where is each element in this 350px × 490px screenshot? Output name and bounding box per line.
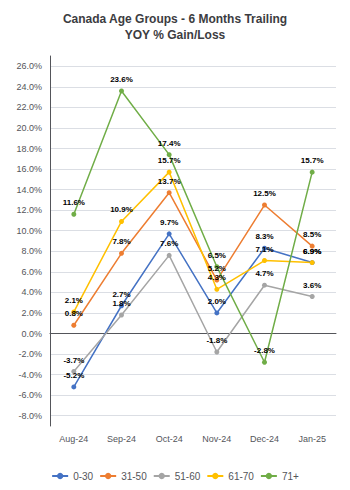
svg-text:26.0%: 26.0% — [16, 61, 42, 71]
svg-text:24.0%: 24.0% — [16, 82, 42, 92]
svg-text:Aug-24: Aug-24 — [59, 434, 88, 444]
svg-text:8.0%: 8.0% — [21, 246, 42, 256]
svg-text:Jan-25: Jan-25 — [298, 434, 326, 444]
svg-text:20.0%: 20.0% — [16, 123, 42, 133]
svg-text:-1.8%: -1.8% — [206, 336, 227, 345]
svg-text:2.0%: 2.0% — [21, 308, 42, 318]
svg-text:5.2%: 5.2% — [208, 264, 226, 273]
svg-text:11.6%: 11.6% — [63, 198, 85, 207]
svg-text:0-30: 0-30 — [73, 471, 93, 482]
svg-text:Canada Age Groups - 6 Months T: Canada Age Groups - 6 Months Trailing — [63, 12, 287, 26]
svg-text:8.3%: 8.3% — [255, 232, 273, 241]
svg-text:22.0%: 22.0% — [16, 102, 42, 112]
svg-text:6.0%: 6.0% — [21, 267, 42, 277]
svg-text:-5.2%: -5.2% — [63, 371, 84, 380]
svg-text:13.7%: 13.7% — [158, 177, 181, 186]
svg-text:4.0%: 4.0% — [21, 287, 42, 297]
svg-text:-2.0%: -2.0% — [18, 349, 42, 359]
svg-text:1.8%: 1.8% — [112, 299, 130, 308]
svg-text:17.4%: 17.4% — [158, 139, 181, 148]
svg-text:-8.0%: -8.0% — [18, 411, 42, 421]
svg-text:12.0%: 12.0% — [16, 205, 42, 215]
svg-text:Sep-24: Sep-24 — [107, 434, 136, 444]
svg-text:0.8%: 0.8% — [65, 309, 83, 318]
svg-text:9.7%: 9.7% — [160, 218, 178, 227]
svg-text:-2.8%: -2.8% — [254, 346, 275, 355]
svg-text:Oct-24: Oct-24 — [156, 434, 183, 444]
svg-text:-6.0%: -6.0% — [18, 390, 42, 400]
svg-text:0.0%: 0.0% — [21, 329, 42, 339]
svg-text:7.8%: 7.8% — [112, 237, 130, 246]
svg-text:6.5%: 6.5% — [208, 251, 226, 260]
svg-text:18.0%: 18.0% — [16, 144, 42, 154]
svg-text:4.3%: 4.3% — [208, 273, 226, 282]
svg-text:2.7%: 2.7% — [112, 290, 130, 299]
svg-text:51-60: 51-60 — [175, 471, 201, 482]
svg-text:-3.7%: -3.7% — [63, 356, 84, 365]
svg-text:2.1%: 2.1% — [65, 296, 83, 305]
svg-text:Dec-24: Dec-24 — [250, 434, 279, 444]
svg-text:7.6%: 7.6% — [160, 239, 178, 248]
svg-text:23.6%: 23.6% — [110, 75, 133, 84]
svg-text:2.0%: 2.0% — [208, 297, 226, 306]
svg-text:8.5%: 8.5% — [303, 230, 321, 239]
svg-text:31-50: 31-50 — [121, 471, 147, 482]
svg-text:12.5%: 12.5% — [253, 189, 276, 198]
svg-text:6.9%: 6.9% — [303, 247, 321, 256]
svg-text:7.1%: 7.1% — [255, 245, 273, 254]
svg-text:15.7%: 15.7% — [158, 156, 181, 165]
svg-text:10.9%: 10.9% — [110, 205, 133, 214]
svg-text:4.7%: 4.7% — [255, 269, 273, 278]
svg-text:YOY % Gain/Loss: YOY % Gain/Loss — [125, 28, 226, 42]
svg-text:61-70: 61-70 — [228, 471, 254, 482]
svg-text:14.0%: 14.0% — [16, 185, 42, 195]
svg-text:3.6%: 3.6% — [303, 281, 321, 290]
svg-text:Nov-24: Nov-24 — [202, 434, 231, 444]
svg-text:-4.0%: -4.0% — [18, 370, 42, 380]
svg-text:10.0%: 10.0% — [16, 226, 42, 236]
svg-text:71+: 71+ — [282, 471, 299, 482]
svg-text:16.0%: 16.0% — [16, 164, 42, 174]
svg-text:15.7%: 15.7% — [301, 156, 324, 165]
svg-text:6.9%: 6.9% — [303, 247, 321, 256]
